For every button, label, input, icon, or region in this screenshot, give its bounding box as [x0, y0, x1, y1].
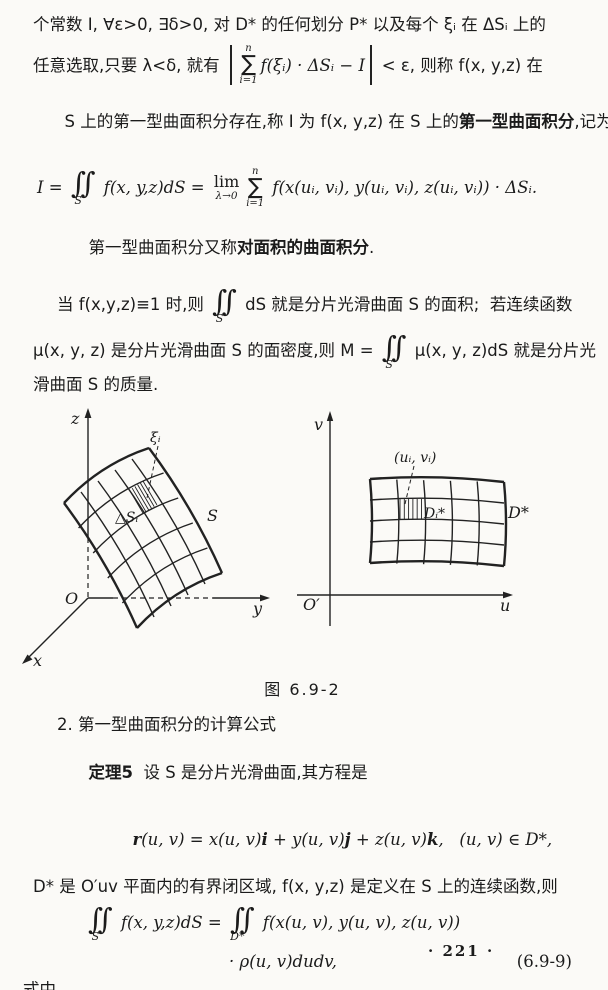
equation-definition: I = ∬ S f(x, y,z)dS = lim λ→0 n ∑ i=1 f(… — [37, 160, 572, 216]
figure-6-9-2: z O y x S ξᵢ △Sᵢ — [22, 407, 542, 670]
y-axis-label: y — [252, 599, 263, 618]
x-axis-arrow — [22, 654, 33, 664]
para1-line3: S 上的第一型曲面积分存在,称 I 为 f(x, y,z) 在 S 上的第一型曲… — [33, 89, 608, 153]
eq2-j: j — [344, 829, 351, 849]
origin-prime-label: O′ — [303, 595, 320, 614]
z-axis-arrow — [84, 407, 92, 418]
eq3-l1a: f(x, y,z)dS = — [115, 913, 227, 933]
para1-line1: 个常数 I, ∀ε>0, ∃δ>0, 对 D* 的任何划分 P* 以及每个 ξᵢ… — [33, 15, 546, 34]
para1-line3-c: ,记为 — [574, 111, 608, 131]
para1-line3-a: S 上的第一型曲面积分存在,称 I 为 f(x, y,z) 在 S 上的 — [64, 111, 459, 131]
page-number: · 221 · — [428, 942, 495, 960]
para3-line1-b: dS 就是分片光滑曲面 S 的面积; 若连续函数 — [239, 295, 573, 315]
para2-a: 第一型曲面积分又称 — [88, 238, 237, 258]
eq2-a: (u, v) = x(u, v) — [141, 829, 262, 849]
double-integral-S: ∬ S — [88, 901, 113, 943]
figure-left-xyz-diagram: z O y x S ξᵢ △Sᵢ — [22, 407, 270, 670]
theorem-label: 定理5 — [88, 763, 133, 783]
x-axis-label: x — [33, 651, 42, 670]
para1-line2: 任意选取,只要 λ<δ, 就有 n ∑ i=1 f(ξᵢ) · ΔSᵢ − I … — [33, 41, 572, 89]
eq1-lhs: I = — [37, 178, 68, 198]
surface-grid-rows — [75, 467, 207, 603]
figure-right-uv-diagram: v O′ u D* Dᵢ* (uᵢ, vᵢ) — [297, 410, 529, 626]
eq1-rhs: f(x(uᵢ, vᵢ), y(uᵢ, vᵢ), z(uᵢ, vᵢ)) · ΔSᵢ… — [267, 178, 538, 198]
xi-point-label: ξᵢ — [150, 430, 161, 446]
right-abs-bar — [369, 45, 372, 86]
region-Dstar-grid — [370, 475, 506, 565]
equation-6-9-9-line1: ∬ S f(x, y,z)dS = ∬ D* f(x(u, v), y(u, v… — [85, 899, 572, 947]
para3-line2-a: μ(x, y, z) 是分片光滑曲面 S 的面密度,则 M = — [33, 341, 379, 361]
region-grid-rows — [370, 496, 504, 544]
uv-point-label: (uᵢ, vᵢ) — [394, 450, 436, 466]
u-axis-label: u — [500, 596, 510, 615]
origin-label: O — [65, 589, 78, 608]
u-axis-arrow — [503, 591, 513, 598]
xi-leader-line — [146, 445, 159, 498]
theorem-text: 设 S 是分片光滑曲面,其方程是 — [132, 763, 368, 783]
eq2-d: , (u, v) ∈ D*, — [438, 829, 553, 849]
para5: 式中 — [23, 980, 56, 990]
equation-parametric: r(u, v) = x(u, v)i + y(u, v)j + z(u, v)k… — [101, 807, 572, 871]
surface-edge-left — [64, 500, 140, 627]
eq2-r: r — [132, 829, 142, 849]
eq1-mid: f(x, y,z)dS = — [98, 178, 210, 198]
equation-6-9-9-line2: · ρ(u, v)dudv, (6.9-9) — [229, 947, 572, 977]
v-axis-arrow — [326, 410, 334, 421]
y-axis-arrow — [260, 594, 270, 601]
z-axis-label: z — [70, 409, 80, 428]
para2: 第一型曲面积分又称对面积的曲面积分. — [33, 216, 572, 280]
x-axis — [26, 597, 89, 659]
eq3-l2: · ρ(u, v)dudv, — [229, 952, 337, 972]
theorem-5-line: 定理5 设 S 是分片光滑曲面,其方程是 — [33, 741, 572, 805]
region-grid-cols — [397, 479, 479, 565]
double-integral-S: ∬ S — [70, 166, 96, 208]
eq2-k: k — [426, 829, 439, 849]
delta-S-label: △Sᵢ — [115, 510, 138, 526]
region-edge-bottom — [370, 559, 504, 565]
eq3-l1b: f(x(u, v), y(u, v), z(u, v)) — [257, 913, 461, 933]
para1-line2-text-b: < ε, 则称 f(x, y,z) 在 — [376, 55, 543, 75]
sum-symbol: n ∑ i=1 — [239, 43, 258, 87]
double-integral-S: ∬ S — [381, 329, 407, 371]
equation-number: (6.9-9) — [516, 952, 572, 972]
double-integral-Dstar: ∬ D* — [229, 901, 255, 943]
region-edge-top — [370, 475, 504, 481]
Di-hatch — [400, 498, 421, 519]
v-axis-label: v — [314, 415, 323, 434]
para2-bold: 对面积的曲面积分 — [236, 238, 369, 258]
para1-line3-bold: 第一型曲面积分 — [458, 111, 575, 131]
Di-cell-label: Dᵢ* — [423, 506, 445, 522]
para3-line2: μ(x, y, z) 是分片光滑曲面 S 的面密度,则 M = ∬ S μ(x,… — [33, 328, 596, 374]
region-edge-right — [504, 482, 506, 566]
eq2-c: + z(u, v) — [350, 829, 427, 849]
eq2-b: + y(u, v) — [267, 829, 345, 849]
delta-S-hatch — [129, 481, 156, 514]
para1-line2-text-a: 任意选取,只要 λ<δ, 就有 — [33, 55, 225, 75]
para1-sum-body: f(ξᵢ) · ΔSᵢ − I — [260, 55, 365, 75]
region-Dstar-label: D* — [507, 503, 529, 522]
para3-line3: 滑曲面 S 的质量. — [33, 375, 159, 395]
sum-symbol: n ∑ i=1 — [246, 165, 265, 209]
para3-line2-b: μ(x, y, z)dS 就是分片光 — [409, 341, 596, 361]
para3-line1-a: 当 f(x,y,z)≡1 时,则 — [57, 295, 210, 315]
double-integral-S: ∬ S — [212, 283, 237, 325]
surface-S-label: S — [207, 506, 218, 525]
section-heading: 2. 第一型曲面积分的计算公式 — [57, 714, 276, 734]
surface-edge-top — [61, 442, 149, 503]
surface-edge-right — [149, 445, 225, 572]
surface-edge-bottom — [134, 567, 222, 628]
left-abs-bar — [229, 45, 232, 86]
limit-symbol: lim λ→0 — [213, 172, 240, 202]
para4: D* 是 O′uv 平面内的有界闭区域, f(x, y,z) 是定义在 S 上的… — [33, 876, 558, 896]
surface-grid-cols — [81, 456, 208, 616]
para2-c: . — [368, 238, 375, 258]
figure-caption: 图 6.9-2 — [264, 679, 341, 699]
para3-line1: 当 f(x,y,z)≡1 时,则 ∬ S dS 就是分片光滑曲面 S 的面积; … — [33, 282, 572, 328]
eq2-i: i — [261, 829, 268, 849]
surface-S-grid — [61, 440, 226, 628]
